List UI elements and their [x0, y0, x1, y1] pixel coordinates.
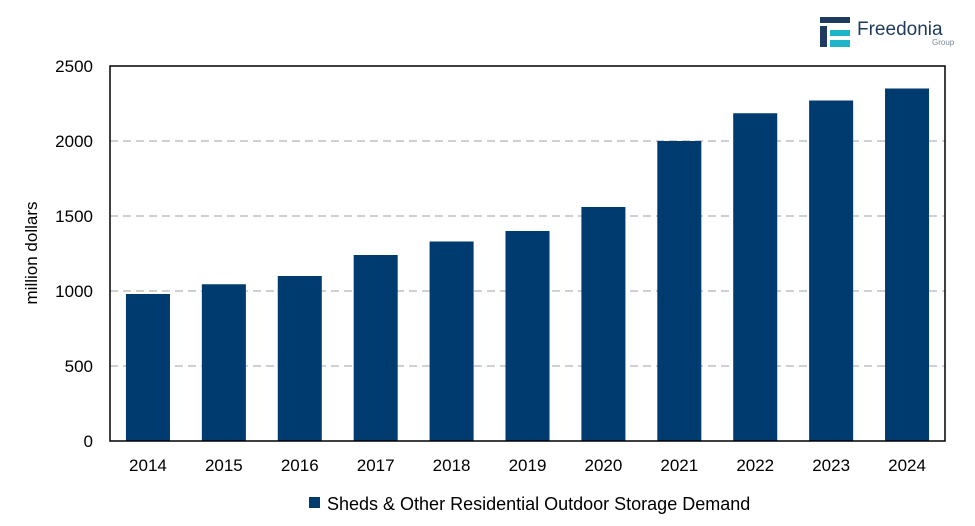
bar-2021: [657, 141, 702, 441]
bars: [125, 88, 930, 441]
plot-frame: [109, 65, 946, 442]
x-tick-label: 2014: [129, 456, 167, 475]
x-tick-label: 2015: [205, 456, 243, 475]
x-tick-label: 2019: [509, 456, 547, 475]
legend: Sheds & Other Residential Outdoor Storag…: [309, 494, 750, 514]
y-tick-label: 500: [65, 357, 93, 376]
bar-2015: [201, 284, 246, 441]
y-tick-label: 1000: [55, 282, 93, 301]
legend-swatch: [309, 497, 320, 508]
y-axis-ticks: 0 500 1000 1500 2000 2500: [55, 57, 93, 451]
x-tick-label: 2020: [584, 456, 622, 475]
x-tick-label: 2023: [812, 456, 850, 475]
logo-mark-top: [820, 17, 850, 23]
freedonia-logo: Freedonia Group: [820, 17, 955, 47]
bar-2020: [581, 207, 626, 441]
y-tick-label: 0: [84, 432, 93, 451]
x-tick-label: 2024: [888, 456, 926, 475]
bar-2014: [125, 294, 170, 441]
logo-name: Freedonia: [857, 19, 943, 40]
x-tick-label: 2017: [357, 456, 395, 475]
bar-2024: [885, 88, 930, 441]
bar-2023: [809, 100, 854, 441]
x-tick-label: 2018: [433, 456, 471, 475]
y-tick-label: 2500: [55, 57, 93, 76]
bar-2016: [277, 276, 322, 441]
y-tick-label: 1500: [55, 207, 93, 226]
y-tick-label: 2000: [55, 132, 93, 151]
x-tick-label: 2016: [281, 456, 319, 475]
legend-label: Sheds & Other Residential Outdoor Storag…: [327, 494, 750, 514]
bar-2017: [353, 255, 398, 441]
bar-2018: [429, 241, 474, 441]
x-axis-ticks: 2014 2015 2016 2017 2018 2019 2020 2021 2022 2023…: [129, 456, 926, 475]
logo-mark-stem: [820, 26, 827, 47]
x-tick-label: 2022: [736, 456, 774, 475]
logo-mark-middle: [830, 30, 850, 36]
bar-2019: [505, 231, 550, 441]
logo-sub: Group: [932, 38, 955, 47]
plot-area: [109, 65, 946, 442]
x-tick-label: 2021: [660, 456, 698, 475]
logo-mark-bottom: [830, 40, 850, 47]
y-axis-title: million dollars: [22, 202, 41, 305]
bar-2022: [733, 113, 778, 441]
